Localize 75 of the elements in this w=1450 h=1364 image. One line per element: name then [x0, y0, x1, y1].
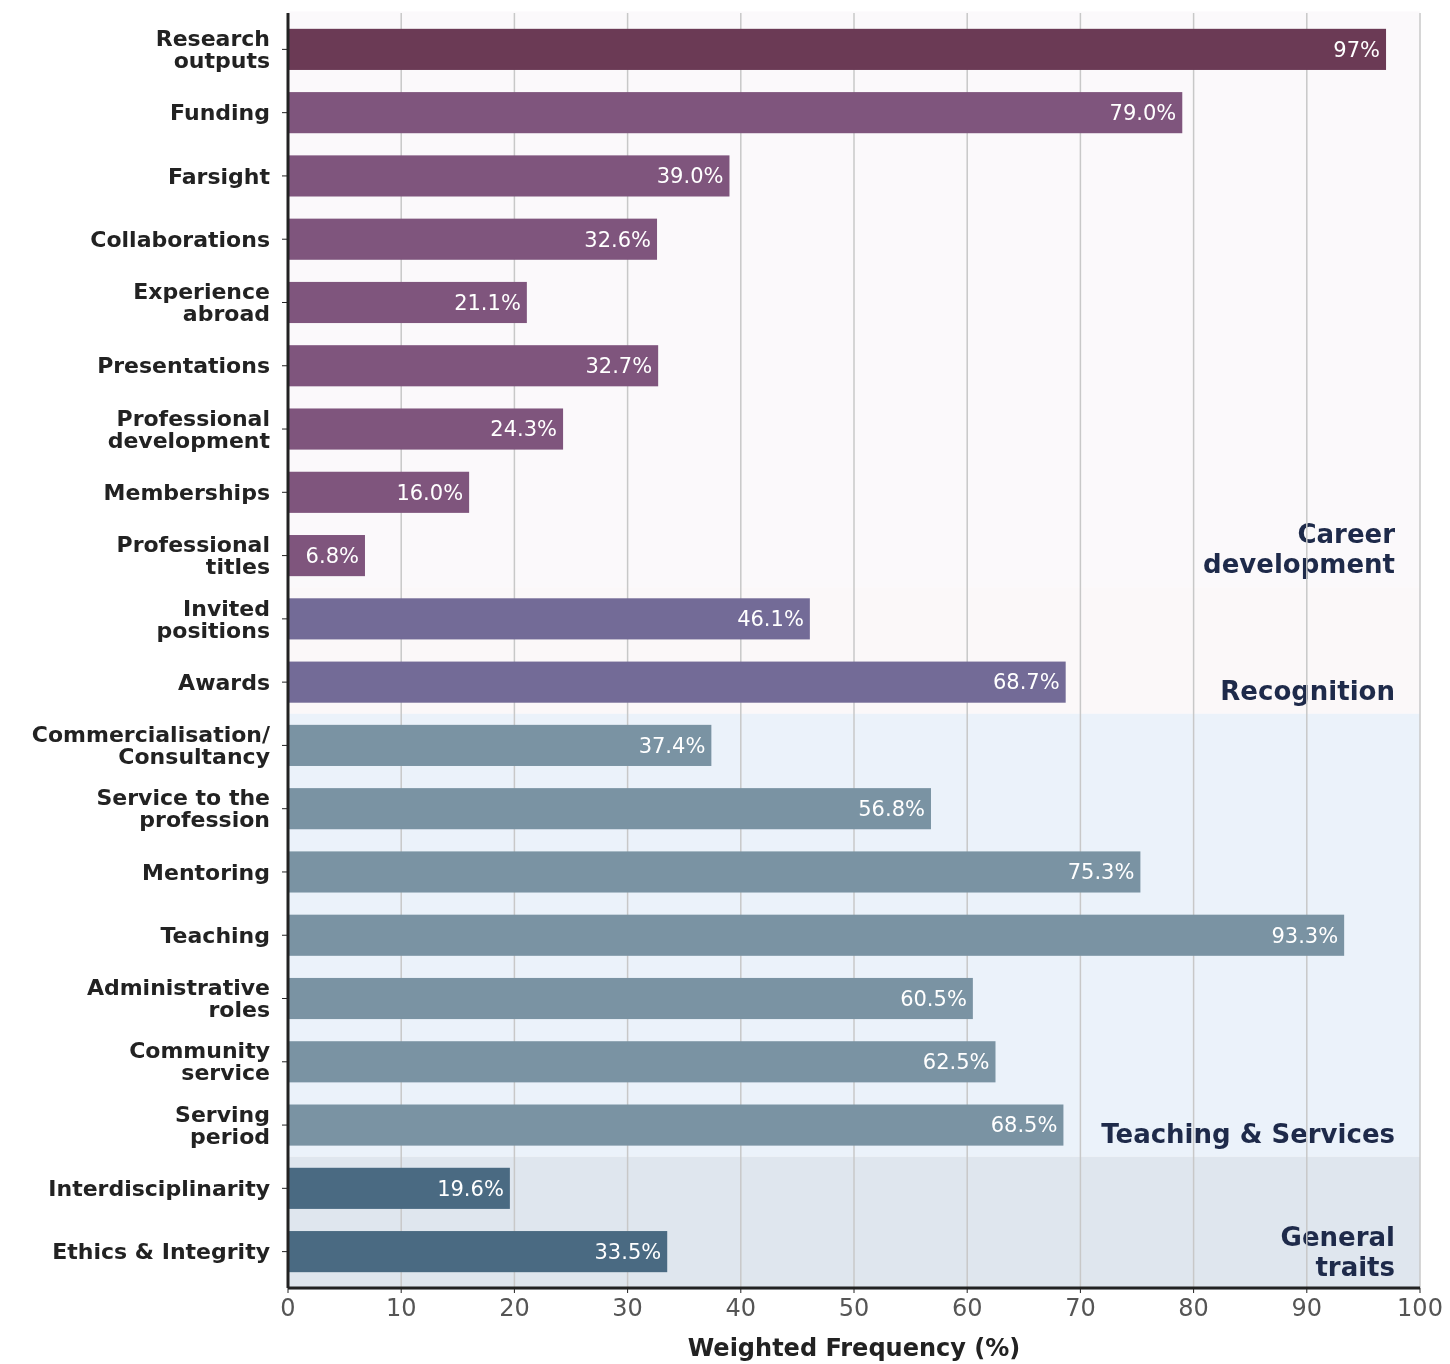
data-label: 16.0% — [396, 480, 464, 505]
y-tick-label: Farsight — [168, 163, 271, 189]
band-label: General traits — [1280, 1221, 1395, 1282]
bar — [288, 92, 1183, 134]
x-tick-label: 20 — [499, 1294, 530, 1322]
band-label: Recognition — [1220, 675, 1395, 706]
data-label: 32.6% — [584, 227, 652, 252]
data-label: 39.0% — [656, 164, 724, 189]
band-label: Teaching & Services — [1101, 1118, 1395, 1149]
y-tick-label: Ethics & Integrity — [52, 1239, 270, 1265]
x-tick-label: 30 — [612, 1294, 643, 1322]
y-tick-label: Community service — [129, 1038, 270, 1086]
y-tick-label: Funding — [170, 100, 270, 126]
x-tick-label: 40 — [725, 1294, 757, 1322]
bar — [288, 851, 1141, 893]
bar — [288, 1041, 996, 1083]
bar — [288, 28, 1387, 70]
bar — [288, 218, 658, 260]
x-tick-label: 10 — [385, 1294, 417, 1322]
y-tick-label: Presentations — [97, 353, 270, 379]
data-label: 93.3% — [1271, 923, 1339, 948]
bar — [288, 408, 564, 450]
bar — [288, 1167, 510, 1209]
bar — [288, 788, 931, 830]
data-label: 68.5% — [990, 1113, 1058, 1138]
y-tick-label: Memberships — [103, 480, 270, 506]
data-label: 60.5% — [900, 986, 967, 1011]
data-label: 21.1% — [454, 290, 521, 315]
x-tick-label: 100 — [1397, 1294, 1443, 1322]
data-label: 97% — [1333, 37, 1381, 62]
band-label: Career development — [1194, 519, 1396, 580]
y-tick-label: Service to the profession — [96, 785, 270, 833]
bar — [288, 914, 1345, 956]
x-axis-title: Weighted Frequency (%) — [687, 1334, 1021, 1362]
y-tick-label: Invited positions — [156, 595, 270, 643]
bar — [288, 1231, 668, 1273]
x-tick-label: 60 — [951, 1294, 983, 1322]
bar — [288, 1104, 1064, 1146]
data-label: 68.7% — [992, 670, 1060, 695]
data-label: 56.8% — [858, 797, 925, 822]
data-label: 37.4% — [638, 733, 706, 758]
bar — [288, 471, 470, 513]
y-tick-label: Serving period — [175, 1101, 270, 1149]
y-tick-label: Research outputs — [155, 26, 270, 74]
y-tick-label: Mentoring — [142, 859, 270, 885]
bar — [288, 598, 810, 640]
y-tick-label: Awards — [178, 669, 270, 695]
y-tick-label: Administrative roles — [86, 975, 270, 1023]
data-label: 46.1% — [737, 607, 804, 632]
data-label: 32.7% — [585, 354, 653, 379]
bar — [288, 281, 527, 324]
y-tick-label: Interdisciplinarity — [48, 1176, 270, 1202]
data-label: 62.5% — [922, 1050, 990, 1075]
x-tick-label: 0 — [280, 1294, 296, 1322]
y-tick-label: Commercialisation/ Consultancy — [31, 722, 271, 770]
x-tick-label: 50 — [838, 1294, 870, 1322]
y-tick-label: Experience abroad — [133, 279, 270, 327]
bar — [288, 724, 712, 766]
data-label: 19.6% — [437, 1176, 504, 1201]
data-label: 6.8% — [305, 543, 359, 568]
bar — [288, 345, 659, 387]
x-tick-label: 70 — [1065, 1294, 1096, 1322]
x-tick-label: 90 — [1291, 1294, 1323, 1322]
bar — [288, 661, 1066, 703]
bar — [288, 977, 973, 1020]
x-tick-label: 80 — [1178, 1294, 1209, 1322]
y-tick-label: Teaching — [160, 922, 270, 948]
data-label: 24.3% — [490, 417, 558, 442]
y-tick-label: Collaborations — [90, 226, 270, 252]
bar — [288, 155, 730, 197]
y-tick-label: Professional development — [107, 405, 271, 453]
data-label: 75.3% — [1067, 860, 1135, 885]
y-tick-label: Professional titles — [116, 532, 270, 580]
data-label: 79.0% — [1109, 101, 1177, 126]
data-label: 33.5% — [594, 1239, 662, 1264]
